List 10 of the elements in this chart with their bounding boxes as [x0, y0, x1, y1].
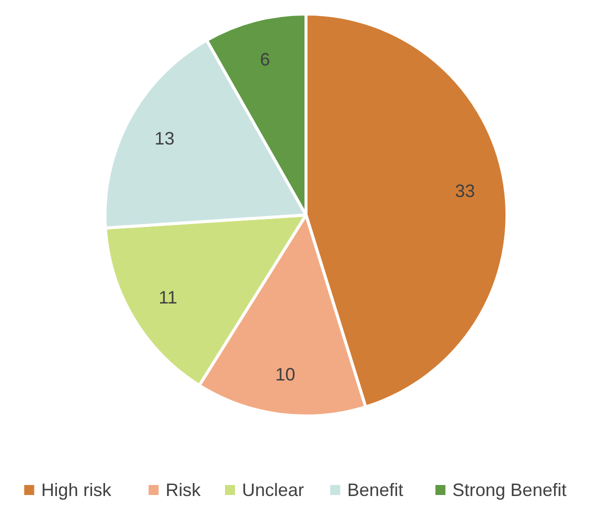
data-label: 6 — [260, 50, 270, 70]
legend-label: Strong Benefit — [452, 480, 566, 500]
data-label: 13 — [154, 128, 175, 149]
legend-label: Benefit — [347, 480, 404, 500]
legend-label: Risk — [166, 480, 202, 500]
legend-label: High risk — [41, 480, 112, 500]
data-label: 11 — [158, 287, 178, 308]
data-label: 10 — [275, 364, 296, 384]
legend-label: Unclear — [242, 480, 304, 500]
data-label: 33 — [454, 180, 475, 201]
